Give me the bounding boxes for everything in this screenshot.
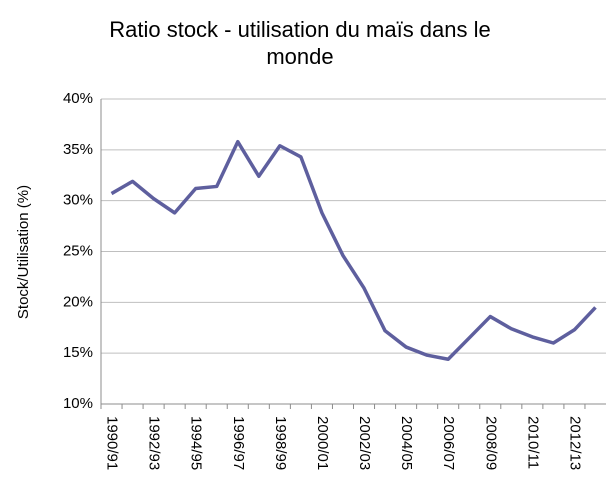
x-tick-label: 2012/13 bbox=[566, 416, 583, 470]
x-tick-label: 1990/91 bbox=[104, 416, 121, 470]
x-tick-label: 1992/93 bbox=[146, 416, 163, 470]
x-tick-label: 1994/95 bbox=[188, 416, 205, 470]
line-series bbox=[110, 139, 597, 362]
x-tick-label: 2000/01 bbox=[314, 416, 331, 470]
x-tick-label: 2010/11 bbox=[524, 416, 541, 469]
y-tick-label: 35% bbox=[63, 141, 93, 158]
y-tick-label: 30% bbox=[63, 192, 93, 209]
y-tick-label: 25% bbox=[63, 242, 93, 259]
y-tick-label: 20% bbox=[63, 293, 93, 310]
y-tick-label: 10% bbox=[63, 395, 93, 412]
x-tick-label: 2006/07 bbox=[440, 416, 457, 470]
chart-title: Ratio stock - utilisation du maïs dans l… bbox=[109, 17, 491, 69]
x-tick-label: 1996/97 bbox=[230, 416, 247, 470]
y-axis-label: Stock/Utilisation (%) bbox=[15, 185, 32, 319]
x-tick-label: 1998/99 bbox=[272, 416, 289, 470]
y-tick-label: 15% bbox=[63, 344, 93, 361]
x-tick-label: 2008/09 bbox=[482, 416, 499, 470]
x-tick-label: 2002/03 bbox=[356, 416, 373, 470]
x-tick-label: 2004/05 bbox=[398, 416, 415, 470]
y-tick-label: 40% bbox=[63, 90, 93, 107]
